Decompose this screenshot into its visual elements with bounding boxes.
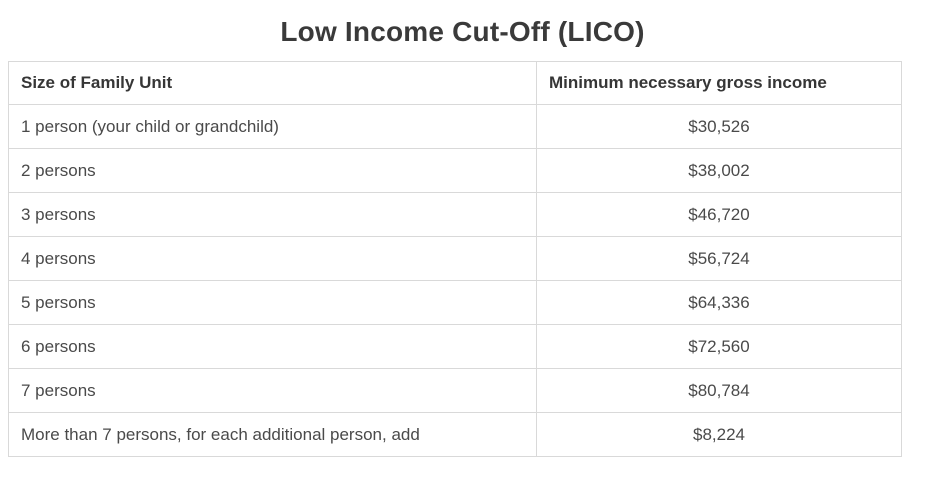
income-cell: $46,720 — [536, 192, 902, 237]
table-row: 3 persons $46,720 — [8, 192, 902, 237]
family-size-cell: 2 persons — [8, 148, 537, 193]
family-size-cell: 3 persons — [8, 192, 537, 237]
table-row: 6 persons $72,560 — [8, 324, 902, 369]
table-row: 5 persons $64,336 — [8, 280, 902, 325]
income-cell: $72,560 — [536, 324, 902, 369]
table-row: 1 person (your child or grandchild) $30,… — [8, 104, 902, 149]
income-cell: $64,336 — [536, 280, 902, 325]
header-family-size: Size of Family Unit — [8, 61, 537, 105]
family-size-cell: More than 7 persons, for each additional… — [8, 412, 537, 457]
family-size-cell: 5 persons — [8, 280, 537, 325]
income-cell: $38,002 — [536, 148, 902, 193]
family-size-cell: 1 person (your child or grandchild) — [8, 104, 537, 149]
lico-table: Size of Family Unit Minimum necessary gr… — [8, 61, 902, 457]
table-row: More than 7 persons, for each additional… — [8, 412, 902, 457]
table-row: 4 persons $56,724 — [8, 236, 902, 281]
table-row: 7 persons $80,784 — [8, 368, 902, 413]
income-cell: $56,724 — [536, 236, 902, 281]
header-income: Minimum necessary gross income — [536, 61, 902, 105]
family-size-cell: 4 persons — [8, 236, 537, 281]
table-header-row: Size of Family Unit Minimum necessary gr… — [8, 61, 902, 105]
income-cell: $80,784 — [536, 368, 902, 413]
family-size-cell: 7 persons — [8, 368, 537, 413]
income-cell: $30,526 — [536, 104, 902, 149]
family-size-cell: 6 persons — [8, 324, 537, 369]
table-row: 2 persons $38,002 — [8, 148, 902, 193]
page-title: Low Income Cut-Off (LICO) — [280, 16, 645, 47]
income-cell: $8,224 — [536, 412, 902, 457]
